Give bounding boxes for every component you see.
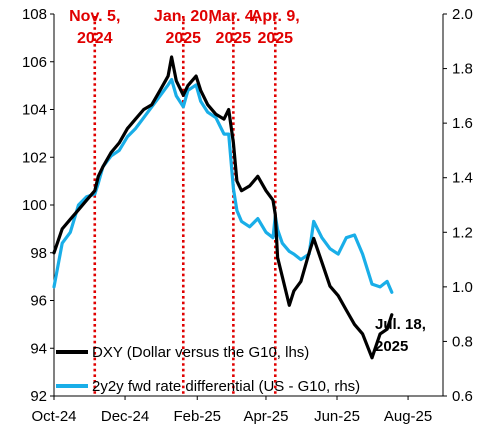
y-right-tick-label: 1.6 — [452, 115, 473, 132]
legend-label: 2y2y fwd rate differential (US - G10, rh… — [92, 378, 360, 395]
legend: DXY (Dollar versus the G10, lhs) 2y2y fwd… — [56, 344, 360, 395]
annotation-label: Jul. 18, — [375, 316, 426, 333]
x-tick-label: Apr-25 — [243, 408, 288, 425]
event-label: 2025 — [165, 30, 201, 47]
event-label: Nov. 5, — [69, 8, 120, 25]
event-label: Jan. 20, — [154, 8, 213, 25]
y-right-tick-label: 1.8 — [452, 61, 473, 78]
y-right-tick-label: 1.4 — [452, 170, 473, 187]
x-tick-label: Oct-24 — [31, 408, 76, 425]
event-label: Apr. 9, — [251, 8, 300, 25]
y-left-tick-label: 96 — [30, 293, 47, 310]
event-label: Mar. 4, — [208, 8, 258, 25]
y-right-tick-label: 2.0 — [452, 6, 473, 23]
y-left-tick-label: 98 — [30, 245, 47, 262]
series-lines — [52, 55, 394, 360]
y-left-tick-label: 104 — [22, 102, 47, 119]
event-label: 2025 — [257, 30, 293, 47]
end-annotation: Jul. 18, 2025 — [375, 316, 426, 355]
series-line-dxy — [52, 55, 394, 360]
y-right-tick-label: 0.8 — [452, 333, 473, 350]
x-tick-label: Jun-25 — [314, 408, 360, 425]
x-tick-label: Dec-24 — [101, 408, 149, 425]
x-tick-label: Feb-25 — [173, 408, 221, 425]
x-tick-label: Aug-25 — [384, 408, 432, 425]
y-right-tick-label: 0.6 — [452, 388, 473, 405]
event-label: 2024 — [77, 30, 113, 47]
y-left-tick-label: 106 — [22, 54, 47, 71]
y-left-tick-label: 92 — [30, 388, 47, 405]
y-right-tick-label: 1.2 — [452, 224, 473, 241]
event-label: 2025 — [216, 30, 252, 47]
y-left-tick-label: 94 — [30, 340, 47, 357]
axes: 92 94 96 98 100 102 104 106 108 0.6 0.8 1.0 1.2 1.4 1.… — [22, 6, 473, 425]
y-left-tick-label: 102 — [22, 149, 47, 166]
y-left-tick-label: 100 — [22, 197, 47, 214]
legend-label: DXY (Dollar versus the G10, lhs) — [92, 344, 309, 361]
annotation-label: 2025 — [375, 338, 408, 355]
y-left-tick-label: 108 — [22, 6, 47, 23]
y-right-tick-label: 1.0 — [452, 279, 473, 296]
series-line-rate-differential — [52, 77, 394, 294]
